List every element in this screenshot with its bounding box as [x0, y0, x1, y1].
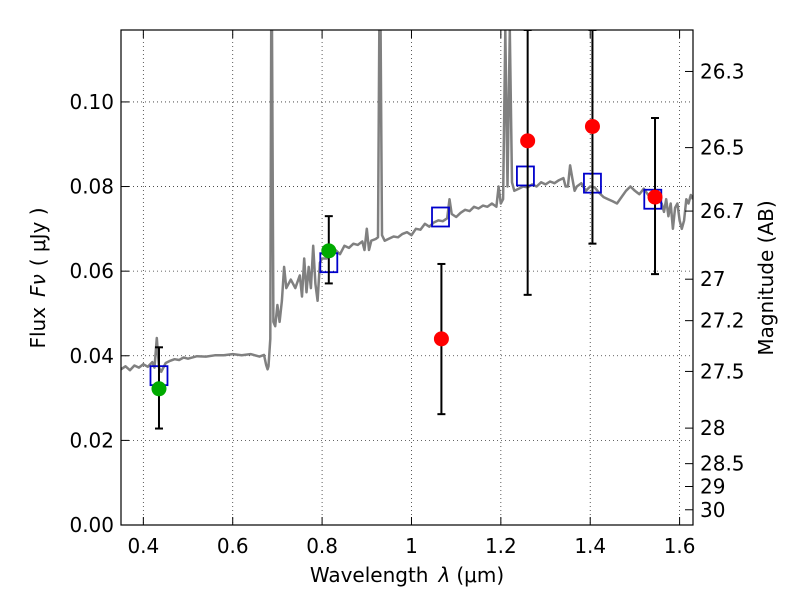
- plot-area: [121, 30, 693, 430]
- y2-tick-label: 28: [700, 416, 725, 440]
- x-axis-title: Wavelength λ (μm): [310, 563, 504, 587]
- model-photometry-square: [516, 165, 535, 187]
- x-tick-label: 0.6: [217, 534, 249, 558]
- grid-lines: [121, 30, 693, 526]
- model-photometry-square: [431, 206, 450, 228]
- y2-tick-label: 26.7: [700, 199, 745, 223]
- y2-tick-label: 29: [700, 475, 725, 499]
- data-point: [584, 118, 600, 134]
- y-tick-label: 0.10: [69, 90, 114, 114]
- axis-ticks: 0.4 0.6 0.8 1 1.2 1.4 1.6 0.00 0.02 0.04 0.06 0.08 0…: [69, 30, 745, 558]
- x-tick-label: 0.8: [306, 534, 338, 558]
- y2-tick-label: 26.5: [700, 136, 745, 160]
- sed-line: [121, 30, 693, 374]
- x-tick-label: 1: [405, 534, 418, 558]
- x-tick-label: 0.4: [127, 534, 159, 558]
- data-point: [433, 331, 449, 347]
- y-axis-title: FluxFν( μJy ): [26, 207, 50, 348]
- plot-frame: [120, 29, 694, 526]
- x-tick-label: 1.2: [485, 534, 517, 558]
- y-tick-label: 0.08: [69, 175, 114, 199]
- x-tick-label: 1.6: [664, 534, 696, 558]
- data-point: [321, 243, 337, 259]
- y2-tick-label: 28.5: [700, 452, 745, 476]
- x-tick-label: 1.4: [574, 534, 606, 558]
- y2-tick-label: 30: [700, 498, 725, 522]
- data-point: [151, 381, 167, 397]
- y-tick-label: 0.04: [69, 344, 114, 368]
- data-point: [520, 133, 536, 149]
- y2-tick-label: 26.3: [700, 59, 745, 83]
- y-tick-label: 0.06: [69, 259, 114, 283]
- y2-axis-title: Magnitude (AB): [754, 200, 778, 355]
- y-tick-label: 0.00: [69, 513, 114, 537]
- y-tick-label: 0.02: [69, 428, 114, 452]
- data-point: [647, 189, 663, 205]
- y2-tick-label: 27.5: [700, 359, 745, 383]
- y2-tick-label: 27: [700, 267, 725, 291]
- y2-tick-label: 27.2: [700, 309, 745, 333]
